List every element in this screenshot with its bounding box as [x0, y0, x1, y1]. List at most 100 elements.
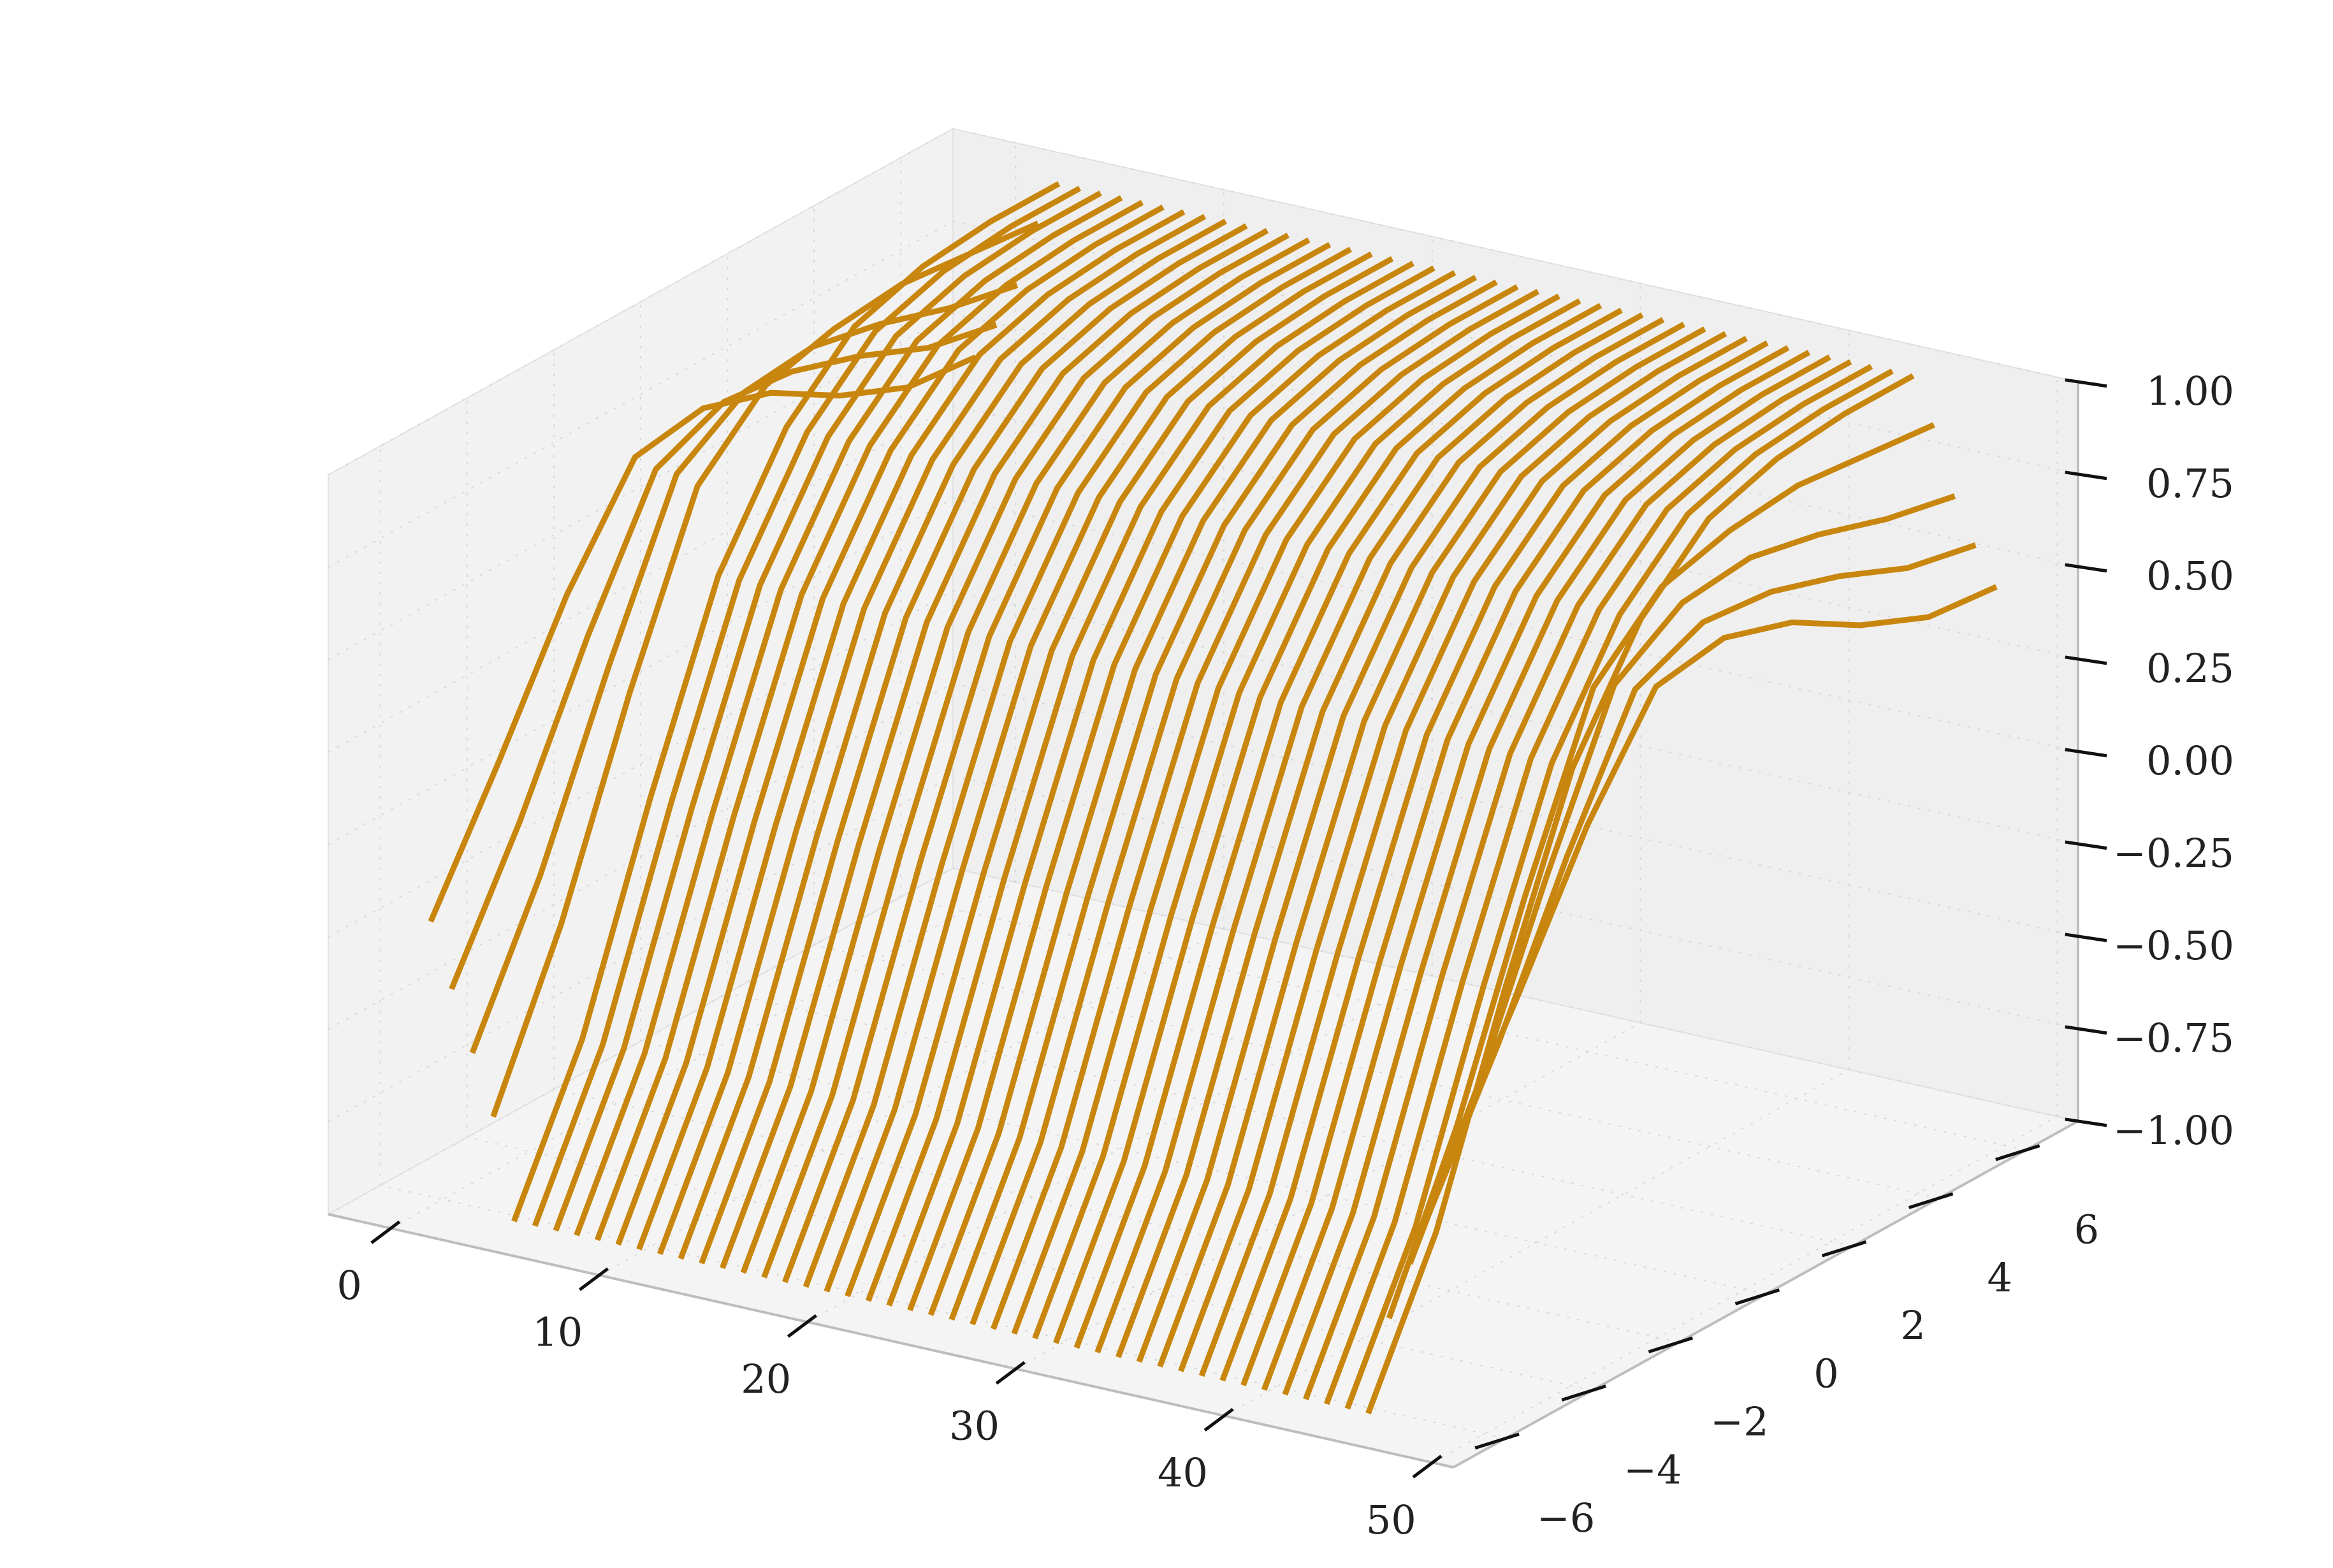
grid-line-y — [553, 349, 1680, 1343]
y-tick — [1474, 1432, 1520, 1450]
x-tick — [370, 1220, 401, 1244]
series-line-17 — [782, 242, 1332, 1284]
series-line-27 — [990, 289, 1540, 1330]
series-line-42 — [1303, 359, 1852, 1400]
series-line-32 — [1094, 312, 1644, 1354]
series-line-36 — [1178, 331, 1727, 1372]
x-tick — [1412, 1455, 1443, 1479]
series-line-22 — [886, 265, 1435, 1307]
y-tick-label: 0 — [1813, 1351, 1838, 1397]
x-tick-label: 40 — [1158, 1449, 1208, 1496]
grid-line-z — [328, 312, 2079, 660]
z-tick-label: 0.00 — [2146, 737, 2234, 784]
grid-line-z — [328, 590, 2079, 938]
series-line-3 — [490, 221, 1040, 1118]
x-tick-label: 10 — [532, 1309, 583, 1356]
x-tick-label: 0 — [337, 1262, 361, 1309]
series-line-15 — [740, 233, 1290, 1274]
grid-line-y — [379, 446, 1506, 1439]
series-line-19 — [824, 251, 1373, 1293]
series-line-9 — [615, 204, 1165, 1246]
series-line-34 — [1136, 321, 1685, 1363]
series-line-31 — [1073, 307, 1623, 1349]
x-tick-label: 30 — [949, 1403, 999, 1449]
series-line-33 — [1116, 317, 1665, 1358]
series-line-14 — [720, 228, 1269, 1270]
grid-line-z — [328, 774, 2079, 1122]
data-series — [428, 181, 1998, 1414]
series-line-40 — [1261, 349, 1811, 1391]
z-tick — [2065, 1025, 2107, 1035]
series-line-16 — [761, 237, 1311, 1279]
tick-labels: 0 10 20 30 40 50 −6 −4 −2 0 2 4 6 −1.00 −0.75 −0.50 −0.2… — [337, 368, 2234, 1543]
x-tick — [1203, 1407, 1234, 1432]
grid-line-z — [328, 497, 2079, 845]
series-line-10 — [636, 209, 1186, 1251]
series-line-13 — [699, 223, 1248, 1265]
x-tick — [787, 1314, 817, 1338]
series-line-5 — [532, 185, 1082, 1227]
grid-line-z — [328, 220, 2079, 568]
grid-line-z — [328, 867, 2079, 1215]
series-line-23 — [907, 270, 1457, 1312]
series-line-25 — [948, 279, 1498, 1321]
z-tick — [2065, 470, 2107, 481]
z-tick-label: −1.00 — [2113, 1107, 2234, 1154]
series-line-35 — [1157, 326, 1706, 1368]
series-line-21 — [865, 261, 1414, 1302]
series-line-49 — [1449, 584, 1998, 1152]
series-line-18 — [803, 247, 1352, 1288]
series-line-38 — [1219, 340, 1769, 1382]
series-line-26 — [970, 284, 1519, 1326]
y-tick — [1995, 1144, 2040, 1161]
z-tick — [2065, 563, 2107, 573]
series-line-28 — [1011, 293, 1560, 1335]
y-tick-label: −4 — [1624, 1446, 1682, 1493]
grid-line-y — [813, 205, 1940, 1199]
series-line-4 — [511, 181, 1061, 1223]
x-axis-line — [328, 1213, 1454, 1469]
series-line-43 — [1323, 363, 1873, 1405]
series-line-2 — [469, 282, 1019, 1054]
z-tick-label: −0.50 — [2113, 922, 2234, 969]
z-tick — [2065, 378, 2107, 388]
z-tick-label: 0.75 — [2146, 460, 2234, 507]
z-tick — [2065, 840, 2107, 850]
y-tick — [1561, 1384, 1606, 1402]
series-line-1 — [449, 322, 998, 991]
series-line-41 — [1282, 354, 1831, 1396]
series-line-39 — [1240, 345, 1790, 1386]
tick-marks — [370, 378, 2107, 1479]
series-line-30 — [1052, 303, 1603, 1344]
y-tick — [1648, 1336, 1694, 1354]
series-line-6 — [553, 190, 1102, 1232]
y-tick-label: −6 — [1537, 1495, 1595, 1541]
series-line-8 — [594, 200, 1144, 1241]
z-tick-label: 0.50 — [2146, 553, 2234, 599]
y-tick — [1908, 1192, 1954, 1210]
grid-line-z — [328, 405, 2079, 753]
series-line-37 — [1198, 335, 1748, 1377]
series-line-20 — [845, 256, 1394, 1298]
z-tick — [2065, 748, 2107, 758]
series-line-12 — [678, 219, 1227, 1260]
z-tick — [2065, 1117, 2107, 1128]
grid-line-z — [328, 127, 2079, 475]
grid-line-x — [1432, 377, 2058, 1463]
x-tick-label: 20 — [741, 1356, 791, 1402]
z-tick — [2065, 655, 2107, 665]
z-tick — [2065, 933, 2107, 943]
x-tick — [995, 1361, 1026, 1385]
series-line-44 — [1344, 368, 1894, 1410]
series-line-24 — [927, 275, 1478, 1316]
y-tick — [1821, 1240, 1867, 1258]
y-tick-label: 4 — [1987, 1254, 2012, 1301]
series-line-7 — [574, 195, 1123, 1237]
series-line-47 — [1407, 493, 1956, 1265]
z-tick-label: −0.75 — [2113, 1015, 2234, 1061]
x-tick-label: 50 — [1366, 1497, 1416, 1543]
series-line-11 — [657, 214, 1207, 1255]
y-tick-label: 2 — [1900, 1302, 1925, 1349]
y-tick-label: 6 — [2074, 1206, 2099, 1252]
